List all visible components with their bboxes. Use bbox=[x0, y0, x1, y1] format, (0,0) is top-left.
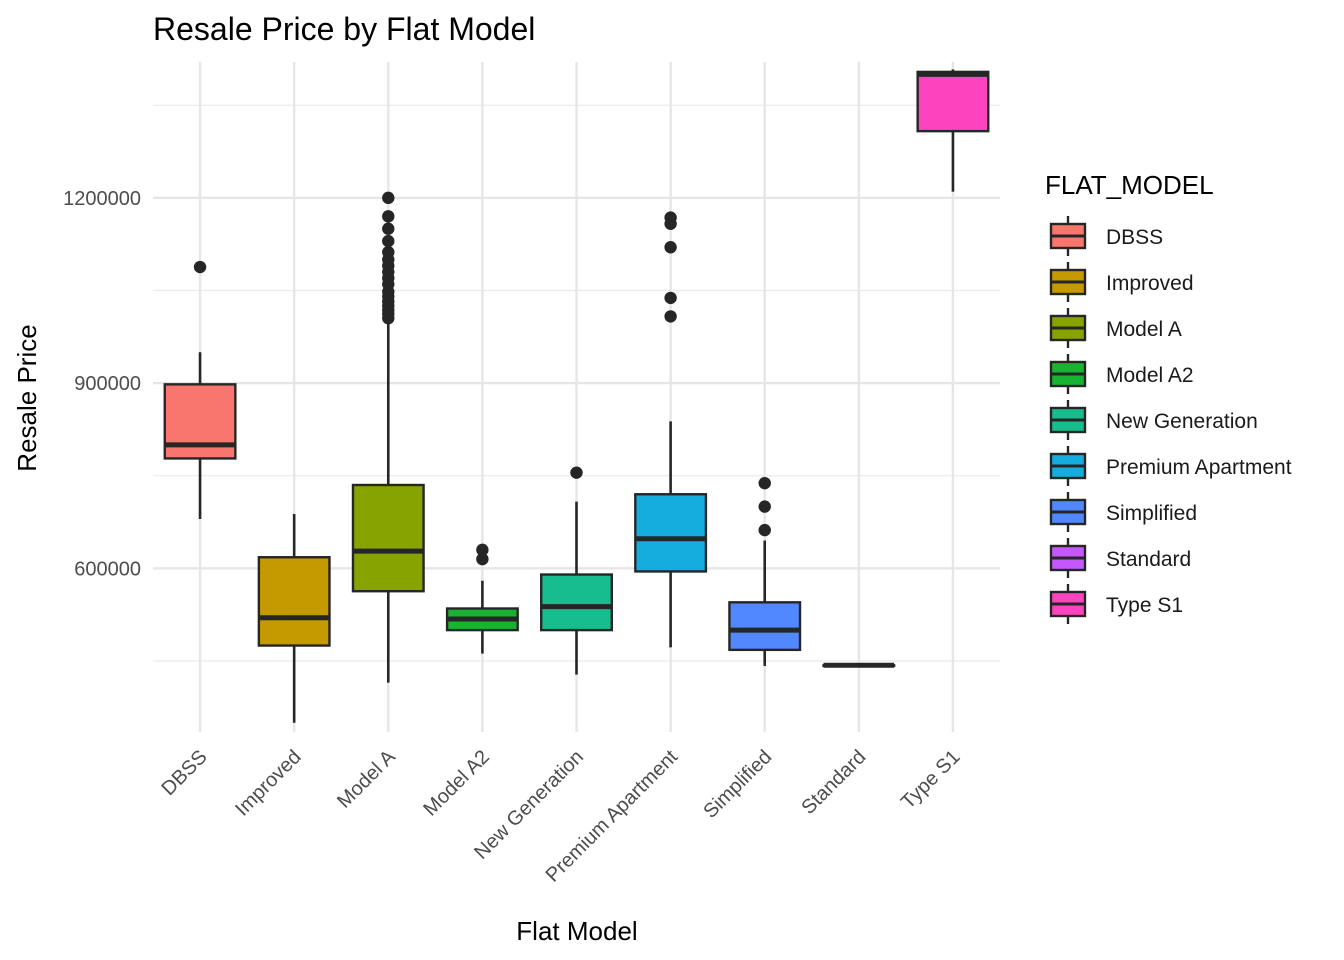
outlier-point bbox=[758, 500, 771, 513]
outlier-point bbox=[664, 241, 677, 254]
legend-label: Simplified bbox=[1106, 502, 1197, 525]
x-tick-label: DBSS bbox=[158, 746, 212, 800]
legend-item: Type S1 bbox=[1049, 584, 1183, 624]
outlier-point bbox=[664, 310, 677, 323]
legend-label: Model A2 bbox=[1106, 364, 1194, 387]
x-tick-label: Model A2 bbox=[419, 746, 494, 821]
outlier-point bbox=[758, 476, 771, 490]
box-type-s1 bbox=[916, 69, 990, 192]
legend-label: DBSS bbox=[1106, 226, 1163, 249]
y-tick-label: 600000 bbox=[74, 558, 141, 580]
outlier-point bbox=[193, 260, 207, 274]
outlier-point bbox=[570, 466, 583, 479]
box-premium-apartment bbox=[634, 211, 708, 648]
box-series bbox=[163, 69, 990, 723]
legend-item: Model A2 bbox=[1049, 354, 1194, 394]
legend-label: Standard bbox=[1106, 548, 1191, 571]
box-iqr bbox=[351, 483, 425, 593]
legend: FLAT_MODEL DBSS Improved Model A Model A2 Ne… bbox=[1045, 170, 1292, 624]
outlier-point bbox=[382, 234, 395, 248]
x-axis-title: Flat Model bbox=[516, 916, 637, 946]
outlier-point bbox=[476, 543, 489, 557]
box-improved bbox=[257, 514, 331, 723]
outlier-point bbox=[664, 211, 677, 224]
box-model-a2 bbox=[445, 543, 519, 654]
x-tick-label: Type S1 bbox=[897, 746, 964, 813]
outlier-point bbox=[382, 245, 395, 259]
y-tick-label: 900000 bbox=[74, 373, 141, 395]
box-iqr bbox=[634, 493, 708, 573]
box-iqr bbox=[257, 556, 331, 647]
legend-label: New Generation bbox=[1106, 410, 1258, 433]
outlier-point bbox=[382, 191, 395, 205]
legend-item: Model A bbox=[1049, 308, 1182, 348]
y-tick-labels: 600000 900000 1200000 bbox=[63, 188, 141, 581]
outlier-point bbox=[382, 210, 395, 223]
legend-item: Simplified bbox=[1049, 492, 1197, 532]
legend-label: Type S1 bbox=[1106, 594, 1183, 617]
x-tick-label: Simplified bbox=[699, 746, 776, 823]
box-simplified bbox=[728, 476, 802, 666]
box-iqr bbox=[728, 601, 802, 652]
outlier-point bbox=[382, 222, 395, 235]
legend-item: Standard bbox=[1049, 538, 1191, 578]
x-tick-label: Improved bbox=[231, 746, 306, 821]
y-axis-title: Resale Price bbox=[12, 324, 42, 471]
box-iqr bbox=[916, 70, 990, 133]
y-tick-label: 1200000 bbox=[63, 188, 141, 210]
legend-item: New Generation bbox=[1049, 400, 1258, 440]
legend-item: DBSS bbox=[1049, 216, 1163, 256]
outlier-point bbox=[664, 291, 677, 305]
legend-item: Premium Apartment bbox=[1049, 446, 1292, 486]
box-dbss bbox=[163, 260, 237, 519]
box-model-a bbox=[351, 191, 425, 683]
legend-item: Improved bbox=[1049, 262, 1194, 302]
box-standard bbox=[822, 662, 896, 668]
box-iqr bbox=[540, 573, 613, 632]
legend-title: FLAT_MODEL bbox=[1045, 170, 1214, 200]
legend-label: Model A bbox=[1106, 318, 1182, 341]
outlier-point bbox=[758, 523, 771, 537]
x-tick-label: Model A bbox=[333, 746, 400, 813]
box-new-generation bbox=[540, 466, 613, 675]
legend-label: Improved bbox=[1106, 272, 1194, 295]
chart-title: Resale Price by Flat Model bbox=[153, 11, 535, 47]
legend-label: Premium Apartment bbox=[1106, 456, 1292, 479]
x-tick-label: Standard bbox=[797, 746, 870, 819]
outlier-point bbox=[476, 552, 489, 566]
